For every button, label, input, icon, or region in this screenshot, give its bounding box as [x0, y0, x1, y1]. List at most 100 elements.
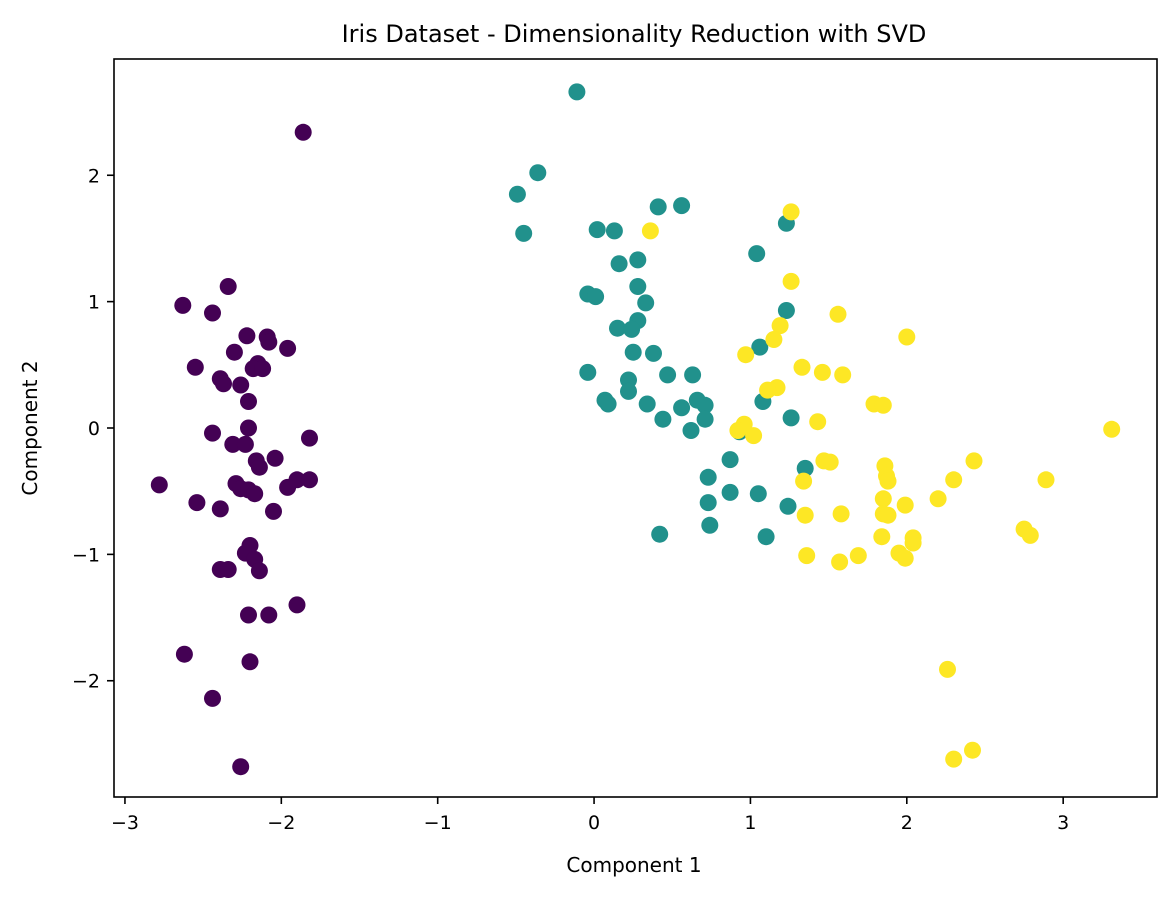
data-point-series-1-0 — [568, 83, 586, 101]
data-point-series-1-11 — [629, 251, 647, 269]
data-point-series-1-32 — [696, 396, 714, 414]
data-point-series-0-12 — [254, 360, 272, 378]
data-point-series-0-43 — [240, 606, 257, 624]
data-point-series-2-34 — [796, 506, 814, 524]
data-point-series-0-48 — [232, 758, 250, 776]
data-point-series-0-1 — [219, 278, 237, 295]
data-point-series-1-38 — [682, 422, 700, 439]
data-point-series-0-25 — [150, 476, 168, 494]
data-point-series-0-15 — [232, 376, 250, 394]
data-point-series-1-48 — [757, 528, 775, 546]
data-point-series-2-8 — [793, 358, 811, 376]
points-layer — [150, 83, 1121, 776]
data-point-series-1-6 — [588, 221, 606, 239]
data-point-series-2-33 — [879, 506, 897, 524]
data-point-series-1-19 — [623, 320, 641, 338]
data-point-series-0-19 — [224, 435, 242, 453]
data-point-series-2-22 — [965, 452, 983, 470]
data-point-series-1-40 — [721, 451, 739, 469]
data-point-series-1-3 — [515, 224, 533, 242]
data-point-series-1-46 — [779, 497, 797, 515]
data-point-series-2-18 — [745, 427, 763, 445]
data-point-series-1-36 — [696, 410, 714, 428]
data-point-series-1-9 — [748, 245, 766, 263]
x-tick-label-3: 0 — [588, 812, 600, 834]
data-point-series-0-33 — [188, 494, 206, 512]
data-point-series-1-33 — [673, 399, 691, 417]
data-point-series-2-40 — [873, 528, 891, 546]
data-point-series-2-10 — [834, 366, 852, 384]
data-point-series-1-24 — [659, 366, 677, 384]
y-tick-label-1: −1 — [72, 544, 100, 566]
y-tick-label-4: 2 — [88, 165, 100, 187]
data-point-series-0-20 — [236, 435, 254, 453]
data-point-series-0-2 — [174, 296, 192, 314]
data-point-series-2-35 — [832, 505, 850, 523]
data-point-series-2-9 — [813, 363, 831, 381]
data-point-series-1-12 — [629, 278, 647, 295]
data-point-series-0-24 — [301, 429, 318, 447]
y-tick-label-3: 1 — [88, 292, 100, 314]
y-axis: −2 −1 0 1 2 — [72, 165, 114, 693]
data-point-series-0-29 — [246, 485, 264, 503]
data-point-series-0-7 — [260, 333, 278, 351]
x-tick-label-5: 2 — [901, 812, 913, 834]
y-tick-label-2: 0 — [88, 418, 100, 440]
data-point-series-1-14 — [587, 288, 605, 306]
data-point-series-2-31 — [896, 496, 914, 514]
x-tick-label-1: −2 — [267, 812, 295, 834]
data-point-series-1-22 — [645, 344, 662, 362]
data-point-series-0-34 — [211, 500, 229, 518]
data-point-series-0-23 — [250, 458, 268, 476]
data-point-series-1-5 — [673, 197, 691, 215]
data-point-series-1-23 — [579, 363, 597, 381]
data-point-series-1-49 — [651, 525, 669, 543]
x-axis: −3 −2 −1 0 1 2 3 — [111, 797, 1069, 834]
data-point-series-0-14 — [215, 375, 232, 393]
data-point-series-2-42 — [798, 547, 816, 565]
data-point-series-2-19 — [1103, 420, 1121, 438]
data-point-series-2-37 — [1021, 526, 1039, 544]
data-point-series-0-31 — [301, 471, 318, 489]
data-point-series-0-32 — [279, 478, 297, 496]
data-point-series-1-1 — [529, 164, 547, 182]
data-point-series-2-27 — [1037, 471, 1055, 489]
data-point-series-1-25 — [684, 366, 702, 384]
data-point-series-1-43 — [721, 483, 739, 501]
data-point-series-2-0 — [782, 203, 800, 221]
data-point-series-2-43 — [849, 547, 867, 565]
data-point-series-0-3 — [204, 304, 221, 322]
data-point-series-2-28 — [795, 472, 813, 490]
data-point-series-2-17 — [729, 422, 747, 439]
data-point-series-2-5 — [898, 328, 916, 346]
chart-title: Iris Dataset - Dimensionality Reduction … — [342, 20, 927, 48]
data-point-series-2-6 — [765, 331, 783, 348]
y-axis-label: Component 2 — [18, 360, 42, 495]
data-point-series-0-44 — [260, 606, 278, 624]
data-point-series-0-47 — [204, 689, 221, 707]
data-point-series-0-46 — [241, 653, 259, 671]
data-point-series-1-21 — [624, 343, 642, 361]
data-point-series-1-35 — [654, 410, 672, 428]
data-point-series-0-35 — [265, 502, 282, 520]
data-point-series-0-4 — [186, 358, 204, 376]
data-point-series-0-8 — [279, 339, 297, 357]
data-point-series-2-48 — [945, 750, 963, 768]
data-point-series-1-44 — [749, 485, 767, 503]
data-point-series-2-2 — [782, 272, 800, 290]
data-point-series-0-9 — [225, 343, 243, 361]
data-point-series-2-15 — [809, 413, 827, 431]
data-point-series-0-18 — [240, 419, 257, 437]
data-point-series-2-14 — [874, 396, 892, 414]
data-point-series-1-27 — [620, 382, 637, 400]
data-point-series-1-15 — [637, 294, 655, 312]
data-point-series-0-40 — [219, 561, 237, 578]
data-point-series-0-5 — [238, 327, 256, 345]
data-point-series-2-3 — [829, 305, 847, 323]
x-tick-label-4: 1 — [744, 812, 756, 834]
data-point-series-1-2 — [508, 185, 526, 203]
data-point-series-2-39 — [904, 534, 922, 552]
data-point-series-0-17 — [204, 424, 221, 442]
x-axis-label: Component 1 — [566, 853, 701, 877]
